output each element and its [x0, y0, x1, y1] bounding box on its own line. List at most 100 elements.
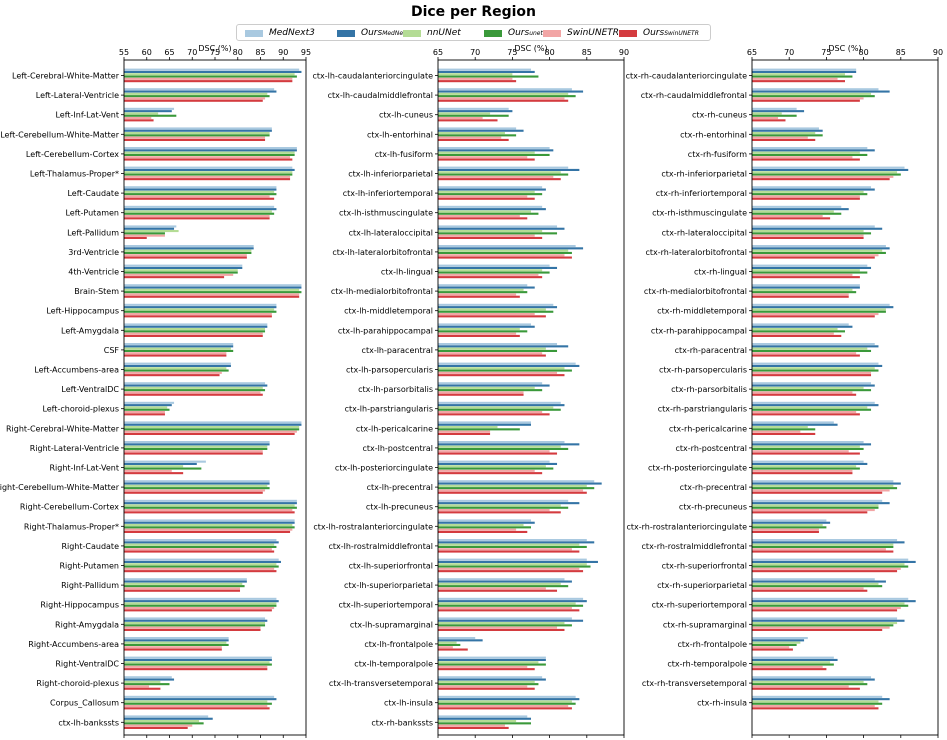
bar-OursSwinUNETR: [124, 295, 300, 298]
bar-nnUNet: [752, 641, 801, 644]
category-label: ctx-lh-supramarginal: [350, 620, 433, 629]
bar-OursSwinUNETR: [124, 648, 222, 651]
bar-SwinUNETR: [438, 685, 528, 688]
category-label: Left-VentralDC: [61, 385, 119, 394]
bar-Oursunet: [752, 291, 857, 294]
bar-MedNext3: [752, 362, 879, 365]
bar-OursMedNeXt: [124, 698, 277, 701]
category-label: ctx-rh-inferiorparietal: [661, 170, 747, 179]
bar-Oursunet: [752, 447, 864, 450]
bar-OursMedNeXt: [124, 129, 272, 132]
legend-sub: SwinUNETR: [664, 29, 699, 37]
bar-nnUNet: [438, 269, 543, 272]
bar-SwinUNETR: [124, 313, 272, 316]
bar-Oursunet: [438, 487, 595, 490]
bar-MedNext3: [124, 421, 302, 424]
bar-OursMedNeXt: [438, 482, 602, 485]
category-label: Left-Thalamus-Proper*: [30, 170, 119, 179]
bar-OursSwinUNETR: [752, 472, 853, 475]
bar-Oursunet: [124, 643, 229, 646]
bar-MedNext3: [124, 127, 272, 130]
category-label: ctx-rh-frontalpole: [677, 640, 747, 649]
bar-SwinUNETR: [438, 528, 517, 531]
category-label: ctx-rh-middletemporal: [657, 307, 747, 316]
bar-SwinUNETR: [438, 391, 524, 394]
bar-SwinUNETR: [438, 489, 584, 492]
bar-nnUNet: [124, 288, 300, 291]
bar-MedNext3: [438, 362, 576, 365]
bar-Oursunet: [438, 291, 528, 294]
axes-frame: [751, 59, 939, 736]
bar-SwinUNETR: [438, 215, 520, 218]
bar-MedNext3: [124, 715, 209, 718]
bar-MedNext3: [752, 284, 860, 287]
bar-MedNext3: [124, 107, 175, 110]
bar-SwinUNETR: [124, 175, 291, 178]
bar-SwinUNETR: [438, 724, 505, 727]
x-tick-label: 90: [933, 48, 943, 57]
bar-MedNext3: [124, 597, 277, 600]
bar-SwinUNETR: [124, 685, 150, 688]
category-label: ctx-lh-posteriorcingulate: [335, 464, 433, 473]
category-label: ctx-lh-parsopercularis: [346, 366, 433, 375]
bar-Oursunet: [124, 232, 165, 235]
bar-OursMedNeXt: [124, 560, 281, 563]
bar-OursSwinUNETR: [124, 158, 293, 161]
bar-SwinUNETR: [124, 567, 275, 570]
bar-SwinUNETR: [124, 548, 272, 551]
bar-Oursunet: [752, 310, 886, 313]
category-label: ctx-lh-lateraloccipital: [349, 228, 433, 237]
bar-OursSwinUNETR: [438, 530, 528, 533]
bar-nnUNet: [438, 288, 524, 291]
bar-SwinUNETR: [752, 254, 879, 257]
bar-OursMedNeXt: [438, 423, 531, 426]
bar-MedNext3: [752, 166, 905, 169]
bar-Oursunet: [438, 212, 539, 215]
bar-Oursunet: [752, 173, 901, 176]
bar-MedNext3: [438, 519, 531, 522]
bar-MedNext3: [438, 401, 561, 404]
bar-OursSwinUNETR: [438, 609, 580, 612]
bar-OursSwinUNETR: [124, 315, 272, 318]
bar-SwinUNETR: [752, 273, 853, 276]
bar-OursMedNeXt: [438, 717, 531, 720]
x-tick-label: 80: [233, 48, 243, 57]
bar-OursMedNeXt: [124, 188, 277, 191]
bar-MedNext3: [752, 382, 872, 385]
bar-MedNext3: [438, 421, 531, 424]
bar-Oursunet: [124, 95, 270, 98]
bar-Oursunet: [124, 134, 270, 137]
bar-nnUNet: [752, 445, 860, 448]
category-label: ctx-lh-lingual: [381, 268, 433, 277]
bar-OursSwinUNETR: [752, 707, 879, 710]
bar-OursSwinUNETR: [124, 472, 184, 475]
bar-SwinUNETR: [752, 136, 808, 139]
bar-OursSwinUNETR: [438, 432, 491, 435]
category-label: ctx-lh-caudalanteriorcingulate: [313, 72, 434, 81]
bar-MedNext3: [124, 264, 243, 267]
bar-Oursunet: [124, 506, 297, 509]
bar-OursSwinUNETR: [438, 217, 528, 220]
bar-OursMedNeXt: [752, 70, 857, 73]
legend-swatch: [619, 29, 637, 37]
x-tick-label: 85: [255, 48, 265, 57]
bar-OursSwinUNETR: [752, 256, 875, 259]
bar-nnUNet: [438, 524, 524, 527]
bar-OursSwinUNETR: [124, 726, 188, 729]
bar-nnUNet: [124, 661, 270, 664]
category-label: ctx-rh-posteriorcingulate: [648, 464, 747, 473]
bar-OursMedNeXt: [124, 306, 277, 309]
bar-MedNext3: [752, 558, 909, 561]
bar-OursSwinUNETR: [438, 491, 587, 494]
bar-Oursunet: [752, 134, 823, 137]
bar-SwinUNETR: [438, 97, 565, 100]
bar-MedNext3: [124, 343, 234, 346]
x-tick-label: 90: [278, 48, 288, 57]
category-label: ctx-lh-bankssts: [58, 718, 119, 727]
bar-OursMedNeXt: [124, 149, 297, 152]
legend-label: MedNext3: [269, 28, 315, 38]
bar-OursSwinUNETR: [752, 374, 872, 377]
category-label: ctx-rh-parsorbitalis: [671, 385, 747, 394]
category-label: ctx-lh-precuneus: [366, 503, 433, 512]
bar-OursMedNeXt: [124, 168, 295, 171]
